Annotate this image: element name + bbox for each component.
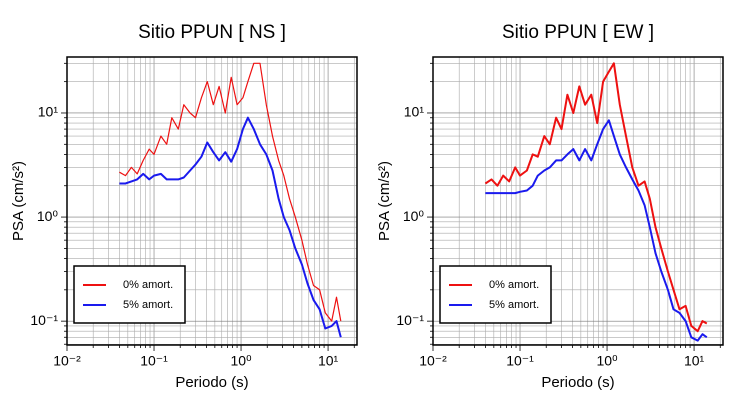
data-line xyxy=(484,62,708,333)
y-tick-label: 10⁰ xyxy=(37,208,59,224)
x-tick-label: 10¹ xyxy=(684,353,705,369)
x-tick-label: 10⁻² xyxy=(419,353,447,369)
legend-label: 0% amort. xyxy=(123,279,173,291)
legend-label: 5% amort. xyxy=(489,299,539,311)
y-axis-label: PSA (cm/s²) xyxy=(376,161,393,241)
plot-frame xyxy=(432,56,724,346)
data-line xyxy=(119,116,342,338)
y-tick-label: 10⁻¹ xyxy=(30,312,58,328)
x-axis-label: Periodo (s) xyxy=(541,374,614,391)
x-tick-label: 10⁻² xyxy=(53,353,81,369)
legend-label: 5% amort. xyxy=(123,299,173,311)
legend-label: 0% amort. xyxy=(489,279,539,291)
chart-title: Sitio PPUN [ EW ] xyxy=(502,22,654,43)
y-tick-label: 10¹ xyxy=(38,104,59,120)
x-axis-label: Periodo (s) xyxy=(175,374,248,391)
y-tick-label: 10¹ xyxy=(404,104,425,120)
y-tick-label: 10⁰ xyxy=(403,208,425,224)
legend-box xyxy=(439,265,552,324)
x-tick-label: 10¹ xyxy=(318,353,339,369)
y-axis-label: PSA (cm/s²) xyxy=(10,161,27,241)
x-tick-label: 10⁰ xyxy=(596,353,618,369)
x-tick-label: 10⁻¹ xyxy=(506,353,534,369)
x-tick-label: 10⁰ xyxy=(230,353,252,369)
chart-title: Sitio PPUN [ NS ] xyxy=(138,22,286,43)
data-line xyxy=(119,62,342,322)
y-tick-label: 10⁻¹ xyxy=(396,312,424,328)
plot-frame xyxy=(66,56,358,346)
legend-box xyxy=(73,265,186,324)
data-line xyxy=(485,119,708,342)
x-tick-label: 10⁻¹ xyxy=(140,353,168,369)
